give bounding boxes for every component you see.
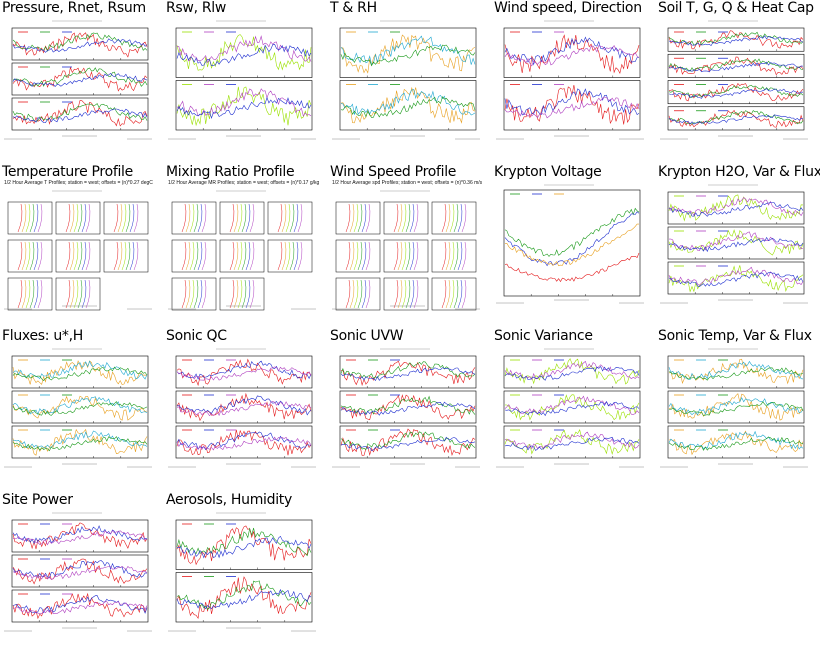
plot-tile-sonicvar[interactable]: Sonic Variance bbox=[492, 328, 656, 492]
plot-thumbnail[interactable] bbox=[494, 346, 646, 472]
plot-image bbox=[4, 348, 152, 468]
plot-thumbnail[interactable] bbox=[166, 346, 318, 472]
plot-thumbnail[interactable] bbox=[658, 182, 810, 308]
plot-image bbox=[496, 20, 644, 140]
plot-tile-sonicuvw[interactable]: Sonic UVW bbox=[328, 328, 492, 492]
plot-image bbox=[168, 20, 316, 140]
plot-title[interactable]: Mixing Ratio Profile bbox=[166, 164, 295, 180]
plot-image bbox=[660, 348, 808, 468]
plot-thumbnail[interactable] bbox=[494, 18, 646, 144]
plot-thumbnail[interactable] bbox=[494, 182, 646, 308]
plot-title[interactable]: Site Power bbox=[2, 492, 73, 508]
plot-title[interactable]: Wind speed, Direction bbox=[494, 0, 642, 16]
plot-tile-wind[interactable]: Wind speed, Direction bbox=[492, 0, 656, 164]
plot-title[interactable]: Pressure, Rnet, Rsum bbox=[2, 0, 146, 16]
plot-image bbox=[332, 348, 480, 468]
plot-title[interactable]: Sonic Variance bbox=[494, 328, 593, 344]
plot-image bbox=[496, 184, 644, 304]
plot-subtitle: 1/2 Hour Average spd Profiles; station =… bbox=[332, 180, 483, 186]
plot-image bbox=[660, 20, 808, 140]
plot-thumbnail[interactable] bbox=[330, 188, 482, 314]
plot-image bbox=[168, 348, 316, 468]
plot-tile-sitepower[interactable]: Site Power bbox=[0, 492, 164, 656]
plot-image bbox=[4, 512, 152, 632]
plot-tile-wsprof[interactable]: Wind Speed Profile 1/2 Hour Average spd P… bbox=[328, 164, 492, 328]
plot-image bbox=[4, 20, 152, 140]
plot-tile-mrprof[interactable]: Mixing Ratio Profile 1/2 Hour Average MR … bbox=[164, 164, 328, 328]
plot-title[interactable]: Soil T, G, Q & Heat Cap bbox=[658, 0, 814, 16]
plot-tile-rsw[interactable]: Rsw, Rlw bbox=[164, 0, 328, 164]
plot-title[interactable]: Wind Speed Profile bbox=[330, 164, 457, 180]
plot-thumbnail[interactable] bbox=[658, 346, 810, 472]
plot-image bbox=[4, 190, 152, 311]
plot-title[interactable]: Aerosols, Humidity bbox=[166, 492, 292, 508]
plot-tile-sonicqc[interactable]: Sonic QC bbox=[164, 328, 328, 492]
plot-tile-kryph2o[interactable]: Krypton H2O, Var & Flux bbox=[656, 164, 820, 328]
plot-tile-trh[interactable]: T & RH bbox=[328, 0, 492, 164]
plot-thumbnail[interactable] bbox=[330, 346, 482, 472]
plot-tile-krypv[interactable]: Krypton Voltage bbox=[492, 164, 656, 328]
plot-subtitle: 1/2 Hour Average MR Profiles; station = … bbox=[168, 180, 320, 186]
plot-image bbox=[332, 20, 480, 140]
plot-thumbnail[interactable] bbox=[2, 188, 154, 314]
plot-thumbnail[interactable] bbox=[2, 18, 154, 144]
plot-thumbnail[interactable] bbox=[166, 510, 318, 636]
plot-tile-sonictemp[interactable]: Sonic Temp, Var & Flux bbox=[656, 328, 820, 492]
plot-image bbox=[168, 190, 316, 311]
plot-title[interactable]: Sonic UVW bbox=[330, 328, 404, 344]
plot-thumbnail[interactable] bbox=[330, 18, 482, 144]
plot-image bbox=[168, 512, 316, 632]
plot-title[interactable]: T & RH bbox=[330, 0, 377, 16]
plot-image bbox=[496, 348, 644, 468]
plot-title[interactable]: Sonic Temp, Var & Flux bbox=[658, 328, 812, 344]
plot-image bbox=[332, 190, 480, 311]
plot-tile-fluxes[interactable]: Fluxes: u*,H bbox=[0, 328, 164, 492]
plot-title[interactable]: Rsw, Rlw bbox=[166, 0, 227, 16]
plot-title[interactable]: Sonic QC bbox=[166, 328, 227, 344]
plot-thumbnail[interactable] bbox=[658, 18, 810, 144]
plot-thumbnail[interactable] bbox=[2, 510, 154, 636]
plot-title[interactable]: Krypton Voltage bbox=[494, 164, 602, 180]
plot-subtitle: 1/2 Hour Average T Profiles; station = w… bbox=[4, 180, 153, 186]
plot-tile-aerosols[interactable]: Aerosols, Humidity bbox=[164, 492, 328, 656]
plot-thumbnail[interactable] bbox=[166, 18, 318, 144]
plot-title[interactable]: Fluxes: u*,H bbox=[2, 328, 83, 344]
plot-image bbox=[660, 184, 808, 304]
plot-thumbnail[interactable] bbox=[2, 346, 154, 472]
plot-tile-tprof[interactable]: Temperature Profile 1/2 Hour Average T Pr… bbox=[0, 164, 164, 328]
plot-title[interactable]: Temperature Profile bbox=[2, 164, 133, 180]
plot-title[interactable]: Krypton H2O, Var & Flux bbox=[658, 164, 820, 180]
plot-tile-soil[interactable]: Soil T, G, Q & Heat Cap bbox=[656, 0, 820, 164]
plot-tile-pressure[interactable]: Pressure, Rnet, Rsum bbox=[0, 0, 164, 164]
plot-thumbnail[interactable] bbox=[166, 188, 318, 314]
